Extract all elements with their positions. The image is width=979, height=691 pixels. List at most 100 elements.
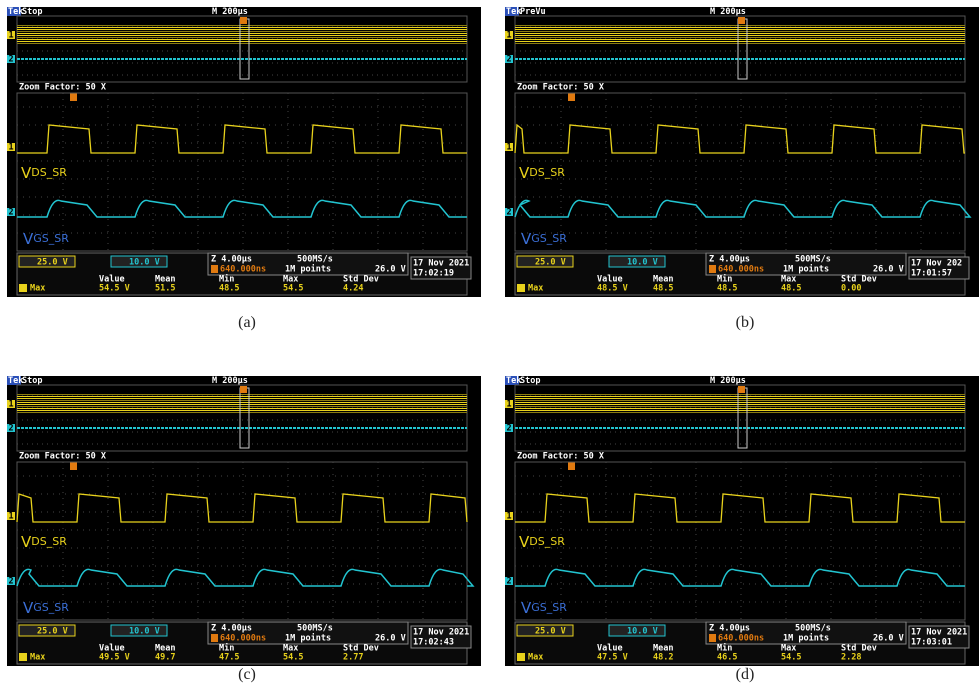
trigger-level: 26.0 V	[375, 634, 406, 644]
overview-ch1	[515, 396, 965, 397]
channel-id: 2	[9, 55, 14, 65]
stat-value: 2.77	[343, 653, 363, 663]
overview-ch1	[515, 39, 965, 40]
overview-ch1	[515, 406, 965, 407]
channel-id: 2	[507, 424, 512, 434]
trigger-level: 26.0 V	[873, 265, 904, 275]
channel-id: 2	[507, 577, 512, 587]
overview-ch1	[515, 404, 965, 405]
vgs-label: VGS_SR	[521, 230, 567, 248]
overview-ch1	[515, 29, 965, 30]
overview-ch1	[17, 29, 467, 30]
overview-ch1	[17, 398, 467, 399]
stat-value: 0.00	[841, 284, 861, 294]
channel-id: 1	[9, 400, 14, 410]
trigger-marker	[240, 17, 247, 24]
stat-value: 4.24	[343, 284, 363, 294]
channel-id: 1	[9, 143, 14, 153]
overview-ch1	[17, 406, 467, 407]
overview-ch1	[17, 394, 467, 395]
zoom-factor: Zoom Factor: 50 X	[19, 83, 106, 93]
channel-id: 1	[507, 400, 512, 410]
ch1-scale: 25.0 V	[37, 258, 68, 268]
overview-ch1	[515, 402, 965, 403]
scope-svg: TekStopM 200µs1212Zoom Factor: 50 XVDS_S…	[505, 376, 979, 666]
zoom-scale: Z 4.00µs	[709, 624, 750, 634]
stat-label: Max	[30, 284, 45, 294]
stat-ch-icon	[19, 653, 27, 661]
overview-ch1	[515, 412, 965, 413]
overview-ch1	[515, 400, 965, 401]
stat-value: 48.5	[219, 284, 239, 294]
date: 17 Nov 2021	[413, 628, 469, 638]
trigger-marker	[70, 462, 77, 470]
stat-value: 51.5	[155, 284, 175, 294]
stat-value: 54.5	[781, 653, 801, 663]
stat-value: 49.7	[155, 653, 175, 663]
trigger-level: 26.0 V	[873, 634, 904, 644]
channel-id: 1	[507, 512, 512, 522]
vgs-sub: GS_SR	[531, 601, 567, 614]
vds-label: VDS_SR	[21, 533, 67, 551]
date: 17 Nov 2021	[911, 628, 967, 638]
overview-ch1	[17, 396, 467, 397]
zoom-scale: Z 4.00µs	[709, 255, 750, 265]
vds-sub: DS_SR	[31, 166, 67, 179]
vds-sub: DS_SR	[31, 535, 67, 548]
vds-sub: DS_SR	[529, 535, 565, 548]
overview-ch1	[515, 37, 965, 38]
vgs-label: VGS_SR	[23, 599, 69, 617]
overview-ch1	[17, 412, 467, 413]
sample-rate: 500MS/s	[795, 624, 831, 634]
sample-rate: 500MS/s	[297, 255, 333, 265]
stat-value: 49.5 V	[99, 653, 130, 663]
ch1-scale: 25.0 V	[535, 627, 566, 637]
record-length: 1M points	[783, 633, 829, 644]
caption: (d)	[715, 666, 775, 684]
vgs-sub: GS_SR	[33, 232, 69, 245]
overview-ch1	[515, 41, 965, 42]
overview-ch1	[17, 404, 467, 405]
trigger-pos: 640.000ns	[220, 265, 266, 275]
stat-ch-icon	[19, 284, 27, 292]
overview-ch1	[17, 39, 467, 40]
time: 17:02:19	[413, 269, 454, 279]
trigger-marker	[568, 93, 575, 101]
time: 17:02:43	[413, 638, 454, 648]
trig-icon	[709, 265, 716, 273]
trigger-marker	[738, 17, 745, 24]
trigger-marker	[738, 386, 745, 393]
vds-label: VDS_SR	[519, 164, 565, 182]
date: 17 Nov 202	[911, 259, 962, 269]
stat-ch-icon	[517, 653, 525, 661]
scope-svg: TekPreVuM 200µs1212Zoom Factor: 50 XVDS_…	[505, 7, 979, 297]
time: 17:01:57	[911, 269, 952, 279]
channel-id: 1	[507, 143, 512, 153]
trig-icon	[709, 634, 716, 642]
stat-value: 48.5 V	[597, 284, 628, 294]
record-length: 1M points	[285, 264, 331, 275]
zoom-factor: Zoom Factor: 50 X	[19, 452, 106, 462]
stat-value: 48.5	[717, 284, 737, 294]
vgs-sub: GS_SR	[531, 232, 567, 245]
channel-id: 2	[9, 577, 14, 587]
caption: (b)	[715, 314, 775, 332]
overview-ch1	[17, 41, 467, 42]
sample-rate: 500MS/s	[297, 624, 333, 634]
ch2-scale: 10.0 V	[627, 627, 658, 637]
stat-value: 2.28	[841, 653, 861, 663]
stat-value: 48.5	[653, 284, 673, 294]
trig-icon	[211, 634, 218, 642]
zoom-factor: Zoom Factor: 50 X	[517, 452, 604, 462]
stat-value: 48.5	[781, 284, 801, 294]
trigger-pos: 640.000ns	[718, 265, 764, 275]
channel-id: 1	[9, 31, 14, 41]
overview-ch1	[17, 27, 467, 28]
stat-value: 54.5	[283, 284, 303, 294]
caption: (a)	[217, 314, 277, 332]
